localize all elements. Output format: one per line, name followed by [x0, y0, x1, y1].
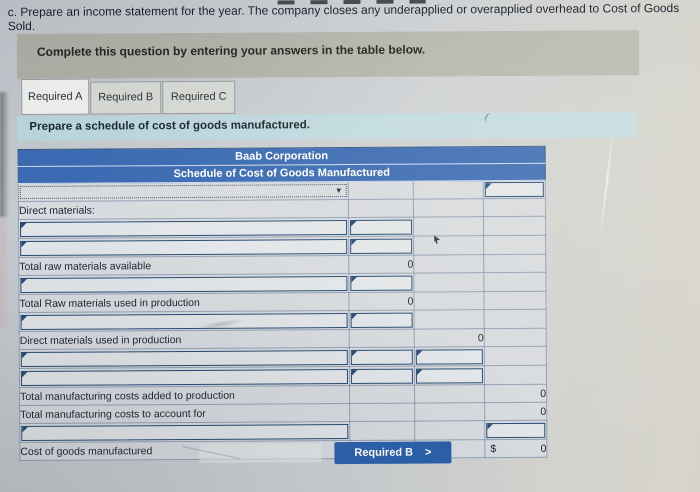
empty-cell	[413, 216, 484, 237]
empty-cell	[414, 402, 485, 422]
cell-marker-icon	[351, 220, 357, 226]
empty-cell	[348, 181, 414, 200]
tab-required-b[interactable]: Required B	[90, 81, 162, 115]
cell-marker-icon	[22, 426, 28, 432]
cell-marker-icon	[22, 352, 28, 358]
cell-marker-icon	[351, 276, 357, 282]
currency-symbol: $	[490, 442, 497, 455]
amount-input-cell[interactable]	[415, 348, 483, 365]
empty-cell	[484, 365, 547, 385]
cogm-table: Baab Corporation Schedule of Cost of Goo…	[17, 145, 548, 462]
empty-cell	[413, 198, 484, 218]
chevron-right-icon: >	[425, 446, 432, 459]
empty-cell	[484, 346, 547, 366]
cell-marker-icon	[352, 369, 358, 375]
empty-cell	[349, 421, 415, 441]
banner-text: Complete this question by entering your …	[36, 42, 426, 59]
empty-cell	[484, 309, 547, 329]
chevron-down-icon: ▼	[334, 186, 343, 196]
row-label: Total Raw materials used in production	[18, 292, 350, 313]
row-label: Total manufacturing costs to account for	[19, 403, 350, 424]
cell-marker-icon	[21, 241, 27, 247]
empty-cell	[483, 216, 546, 236]
empty-cell	[413, 254, 484, 274]
amount-input-cell[interactable]	[350, 312, 413, 328]
cell-marker-icon	[486, 183, 492, 189]
label-input-cell[interactable]	[20, 275, 348, 293]
amount-input-cell[interactable]	[486, 422, 546, 438]
requirement-prompt-bar: Prepare a schedule of cost of goods manu…	[17, 112, 638, 142]
empty-cell	[483, 291, 547, 310]
label-input-cell[interactable]	[19, 219, 348, 237]
label-input-cell[interactable]	[20, 368, 348, 386]
computed-value: 0	[484, 402, 547, 421]
empty-cell	[349, 329, 415, 348]
account-select[interactable]: ▼	[19, 184, 347, 200]
empty-cell	[414, 384, 485, 404]
empty-cell	[483, 198, 546, 217]
next-button-label: Required B	[354, 446, 414, 459]
row-label: Total manufacturing costs added to produ…	[19, 385, 350, 406]
computed-value: 0	[348, 255, 414, 274]
question-instruction-c: c. Prepare an income statement for the y…	[7, 0, 680, 34]
empty-cell	[414, 309, 485, 330]
photo-edge-artifact	[0, 218, 9, 328]
computed-value: 0	[414, 328, 485, 348]
required-b-next-button[interactable]: Required B >	[334, 441, 452, 465]
complete-question-banner: Complete this question by entering your …	[16, 30, 640, 80]
label-input-cell[interactable]	[20, 238, 348, 256]
empty-cell	[413, 180, 484, 200]
cell-marker-icon	[21, 278, 27, 284]
amount-input-cell[interactable]	[350, 368, 413, 384]
row-label: Direct materials:	[18, 199, 349, 220]
row-label: Direct materials used in production	[19, 329, 350, 350]
cell-marker-icon	[417, 369, 423, 375]
cell-marker-icon	[351, 239, 357, 245]
empty-cell	[348, 199, 414, 218]
tab-required-a[interactable]: Required A	[21, 78, 90, 116]
photo-edge-artifact	[0, 92, 9, 217]
amount-input-cell[interactable]	[349, 219, 413, 235]
empty-cell	[484, 328, 547, 347]
empty-cell	[413, 235, 484, 256]
amount-input-cell[interactable]	[350, 238, 413, 254]
tab-required-c[interactable]: Required C	[162, 80, 236, 115]
cell-marker-icon	[22, 371, 28, 377]
cell-marker-icon	[487, 424, 493, 430]
empty-cell	[349, 385, 415, 404]
empty-cell	[349, 403, 415, 422]
row-label: Total raw materials available	[18, 255, 349, 276]
amount-input-cell[interactable]	[350, 349, 413, 365]
empty-cell	[483, 235, 546, 255]
label-input-cell[interactable]	[20, 349, 348, 367]
empty-cell	[483, 272, 546, 292]
computed-value: 0	[484, 384, 547, 403]
cell-marker-icon	[352, 313, 358, 319]
empty-cell	[413, 272, 484, 293]
requirement-prompt-text: Prepare a schedule of cost of goods manu…	[29, 119, 310, 133]
cell-marker-icon	[22, 315, 28, 321]
amount-input-cell[interactable]	[484, 181, 544, 198]
empty-cell	[413, 291, 485, 311]
empty-cell	[483, 254, 546, 273]
computed-value: $0	[484, 439, 547, 458]
label-input-cell[interactable]	[21, 423, 349, 441]
cell-marker-icon	[21, 222, 27, 228]
cell-marker-icon	[352, 350, 358, 356]
label-input-cell[interactable]	[20, 312, 348, 330]
cell-marker-icon	[417, 350, 423, 356]
amount-input-cell[interactable]	[350, 275, 413, 291]
computed-value: 0	[348, 292, 415, 311]
amount-input-cell[interactable]	[415, 367, 483, 384]
empty-cell	[414, 420, 485, 441]
